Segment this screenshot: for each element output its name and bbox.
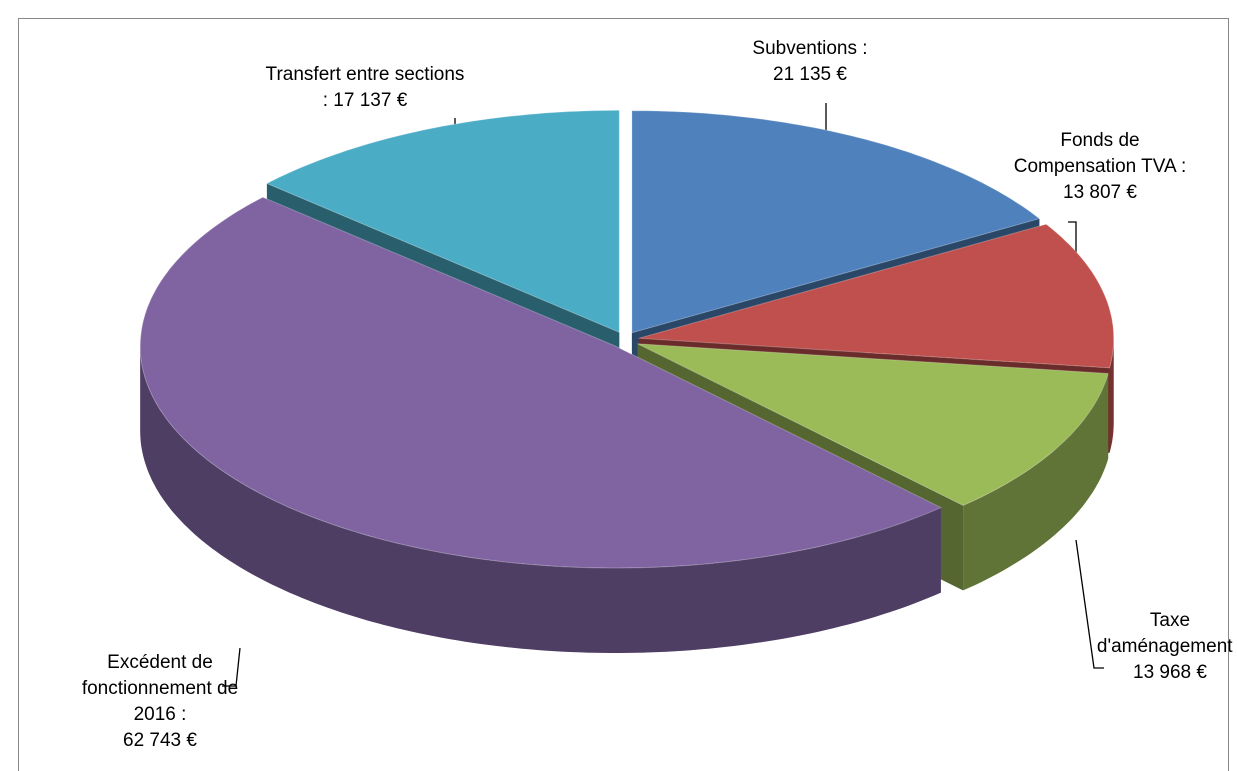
value-label: 13 968 € xyxy=(1133,662,1207,683)
slice-wall xyxy=(1109,338,1114,453)
category-label: Subventions : xyxy=(752,38,868,59)
data-label: Fonds de Compensation TVA : 13 807 € xyxy=(1010,128,1190,206)
slice-top xyxy=(265,109,620,334)
category-label: Excédent de fonctionnement de 2016 : xyxy=(81,652,239,725)
slice-top xyxy=(631,110,1041,334)
data-label: Transfert entre sections : 17 137 € xyxy=(265,62,465,114)
slice xyxy=(139,196,943,653)
slice-wall-shade xyxy=(1109,338,1114,453)
slice-wall xyxy=(140,346,941,653)
category-label: Transfert entre sections : xyxy=(265,64,465,111)
pie xyxy=(139,109,1115,653)
data-label: Subventions : 21 135 € xyxy=(735,36,885,88)
category-label: Fonds de Compensation TVA : xyxy=(1013,130,1187,177)
chart-border xyxy=(18,18,1229,771)
value-label: 21 135 € xyxy=(773,64,847,85)
slice-top xyxy=(638,223,1115,369)
slice-top xyxy=(637,343,1109,506)
category-label: Taxe d'aménagement : xyxy=(1096,610,1237,657)
slice-wall-shade xyxy=(963,373,1109,591)
value-label: 62 743 € xyxy=(123,730,197,751)
value-label: 17 137 € xyxy=(333,90,408,111)
slice-top xyxy=(139,196,943,569)
data-label: Excédent de fonctionnement de 2016 : 62 … xyxy=(75,650,245,754)
data-label: Taxe d'aménagement : 13 968 € xyxy=(1095,608,1237,686)
slice-wall xyxy=(963,373,1109,591)
value-label: 13 807 € xyxy=(1063,182,1137,203)
slice-wall-shade xyxy=(140,346,941,653)
